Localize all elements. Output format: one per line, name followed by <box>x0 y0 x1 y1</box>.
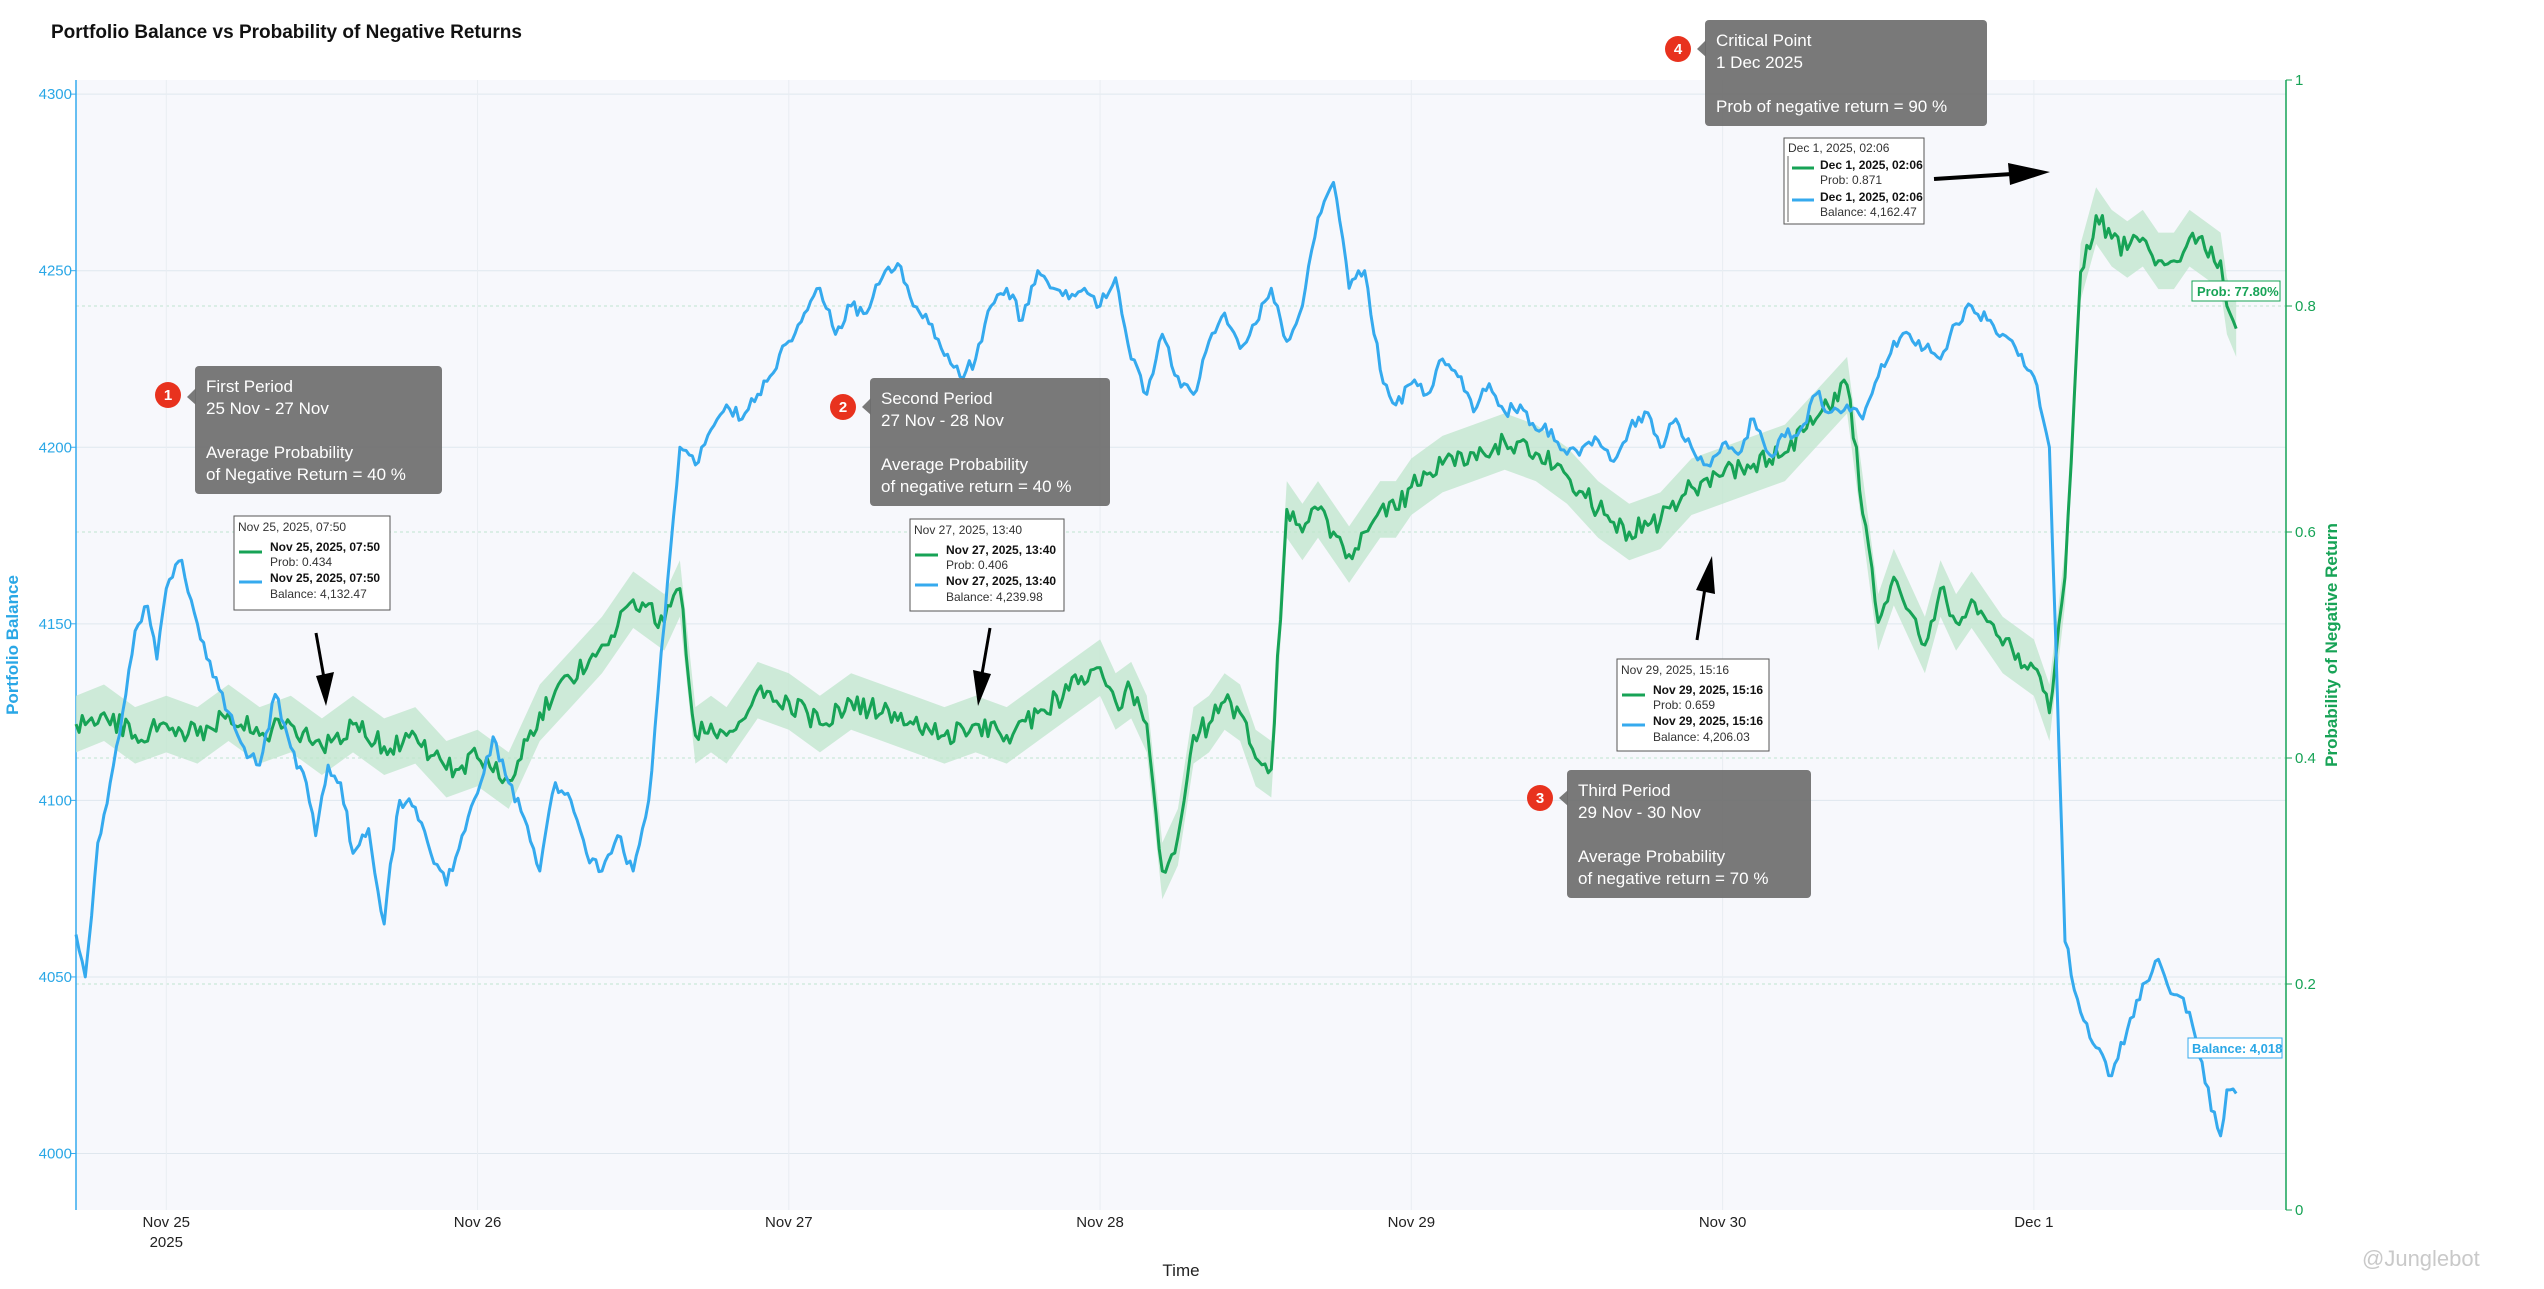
svg-text:2: 2 <box>839 399 847 416</box>
svg-text:Balance: 4,162.47: Balance: 4,162.47 <box>1820 205 1917 219</box>
svg-text:Prob: 77.80%: Prob: 77.80% <box>2197 284 2279 299</box>
tooltip-3: Nov 29, 2025, 15:16 Nov 29, 2025, 15:16 … <box>1616 658 1770 752</box>
svg-text:Nov 25, 2025, 07:50: Nov 25, 2025, 07:50 <box>238 520 346 534</box>
x-tick-label: Nov 27 <box>765 1214 813 1231</box>
svg-text:Nov 25, 2025, 07:50: Nov 25, 2025, 07:50 <box>270 540 380 554</box>
arrow-1 <box>314 632 334 706</box>
annotation-3-text: Third Period 29 Nov - 30 Nov Average Pro… <box>1578 781 1768 888</box>
grid <box>76 80 2286 1210</box>
arrow-3 <box>1695 556 1715 641</box>
svg-text:Nov 27, 2025, 13:40: Nov 27, 2025, 13:40 <box>946 543 1056 557</box>
tooltip-4: Dec 1, 2025, 02:06 Dec 1, 2025, 02:06 Pr… <box>1783 137 1925 225</box>
svg-text:Prob: 0.659: Prob: 0.659 <box>1653 698 1715 712</box>
left-axis-label: Portfolio Balance <box>3 575 22 715</box>
svg-text:Nov 29, 2025, 15:16: Nov 29, 2025, 15:16 <box>1653 714 1763 728</box>
right-tick-label: 0.2 <box>2295 976 2316 993</box>
watermark: @Junglebot <box>2362 1246 2480 1271</box>
annotation-2-text: Second Period 27 Nov - 28 Nov Average Pr… <box>881 389 1071 496</box>
x-tick-sublabel: 2025 <box>150 1234 183 1251</box>
annotation-4: 4 Critical Point 1 Dec 2025 Prob of nega… <box>1665 20 1987 126</box>
svg-text:Balance: 4,132.47: Balance: 4,132.47 <box>270 587 367 601</box>
left-tick-label: 4050 <box>39 969 72 986</box>
probability-line <box>74 214 2238 874</box>
balance-last-tag: Balance: 4,018 <box>2187 1037 2283 1059</box>
svg-text:Balance: 4,018: Balance: 4,018 <box>2192 1041 2282 1056</box>
left-tick-label: 4150 <box>39 616 72 633</box>
annotation-4-text: Critical Point 1 Dec 2025 Prob of negati… <box>1716 31 1947 116</box>
tooltip-1: Nov 25, 2025, 07:50 Nov 25, 2025, 07:50 … <box>233 515 391 611</box>
svg-text:Nov 27, 2025, 13:40: Nov 27, 2025, 13:40 <box>914 523 1022 537</box>
svg-text:Nov 29, 2025, 15:16: Nov 29, 2025, 15:16 <box>1653 683 1763 697</box>
x-tick-label: Nov 25 <box>143 1214 191 1231</box>
right-tick-label: 0 <box>2295 1202 2303 1219</box>
annotation-1: 1 First Period 25 Nov - 27 Nov Average P… <box>155 366 442 494</box>
left-tick-label: 4250 <box>39 263 72 280</box>
svg-text:Prob: 0.434: Prob: 0.434 <box>270 555 332 569</box>
tooltip-2: Nov 27, 2025, 13:40 Nov 27, 2025, 13:40 … <box>909 518 1065 612</box>
arrow-2 <box>973 627 992 706</box>
svg-text:Nov 25, 2025, 07:50: Nov 25, 2025, 07:50 <box>270 571 380 585</box>
svg-text:Nov 29, 2025, 15:16: Nov 29, 2025, 15:16 <box>1621 663 1729 677</box>
right-tick-label: 0.8 <box>2295 298 2316 315</box>
x-tick-label: Nov 30 <box>1699 1214 1747 1231</box>
right-axis-label: Probability of Negative Return <box>2322 523 2341 767</box>
left-axis-ticks: 4300 4250 4200 4150 4100 4050 4000 <box>39 86 76 1163</box>
balance-line <box>74 180 2238 1138</box>
svg-text:Dec 1, 2025, 02:06: Dec 1, 2025, 02:06 <box>1788 141 1890 155</box>
annotation-3: 3 Third Period 29 Nov - 30 Nov Average P… <box>1527 770 1811 898</box>
arrow-4 <box>1933 163 2050 185</box>
svg-text:Nov 27, 2025, 13:40: Nov 27, 2025, 13:40 <box>946 574 1056 588</box>
x-tick-label: Nov 26 <box>454 1214 502 1231</box>
chart-title: Portfolio Balance vs Probability of Nega… <box>51 22 522 43</box>
svg-text:Prob: 0.871: Prob: 0.871 <box>1820 173 1882 187</box>
left-tick-label: 4000 <box>39 1146 72 1163</box>
svg-text:4: 4 <box>1674 41 1683 58</box>
svg-text:Dec 1, 2025, 02:06: Dec 1, 2025, 02:06 <box>1820 158 1923 172</box>
right-tick-label: 0.4 <box>2295 750 2316 767</box>
left-tick-label: 4300 <box>39 86 72 103</box>
prob-last-tag: Prob: 77.80% <box>2191 280 2281 302</box>
svg-text:Dec 1, 2025, 02:06: Dec 1, 2025, 02:06 <box>1820 190 1923 204</box>
svg-text:Balance: 4,239.98: Balance: 4,239.98 <box>946 590 1043 604</box>
x-tick-label: Nov 29 <box>1388 1214 1436 1231</box>
annotation-1-text: First Period 25 Nov - 27 Nov Average Pro… <box>206 377 406 484</box>
x-axis-label: Time <box>1162 1261 1199 1280</box>
svg-text:Balance: 4,206.03: Balance: 4,206.03 <box>1653 730 1750 744</box>
right-axis-ticks: 1 0.8 0.6 0.4 0.2 0 <box>2286 72 2316 1219</box>
left-tick-label: 4100 <box>39 792 72 809</box>
svg-text:Prob: 0.406: Prob: 0.406 <box>946 558 1008 572</box>
x-tick-label: Dec 1 <box>2014 1214 2053 1231</box>
svg-text:1: 1 <box>164 387 172 404</box>
x-axis-ticks: Nov 25 2025 Nov 26 Nov 27 Nov 28 Nov 29 Nov 30… <box>143 1214 2054 1251</box>
x-tick-label: Nov 28 <box>1076 1214 1124 1231</box>
left-tick-label: 4200 <box>39 439 72 456</box>
annotation-2: 2 Second Period 27 Nov - 28 Nov Average … <box>830 378 1110 506</box>
right-tick-label: 1 <box>2295 72 2303 89</box>
right-tick-label: 0.6 <box>2295 524 2316 541</box>
svg-text:3: 3 <box>1536 790 1544 807</box>
